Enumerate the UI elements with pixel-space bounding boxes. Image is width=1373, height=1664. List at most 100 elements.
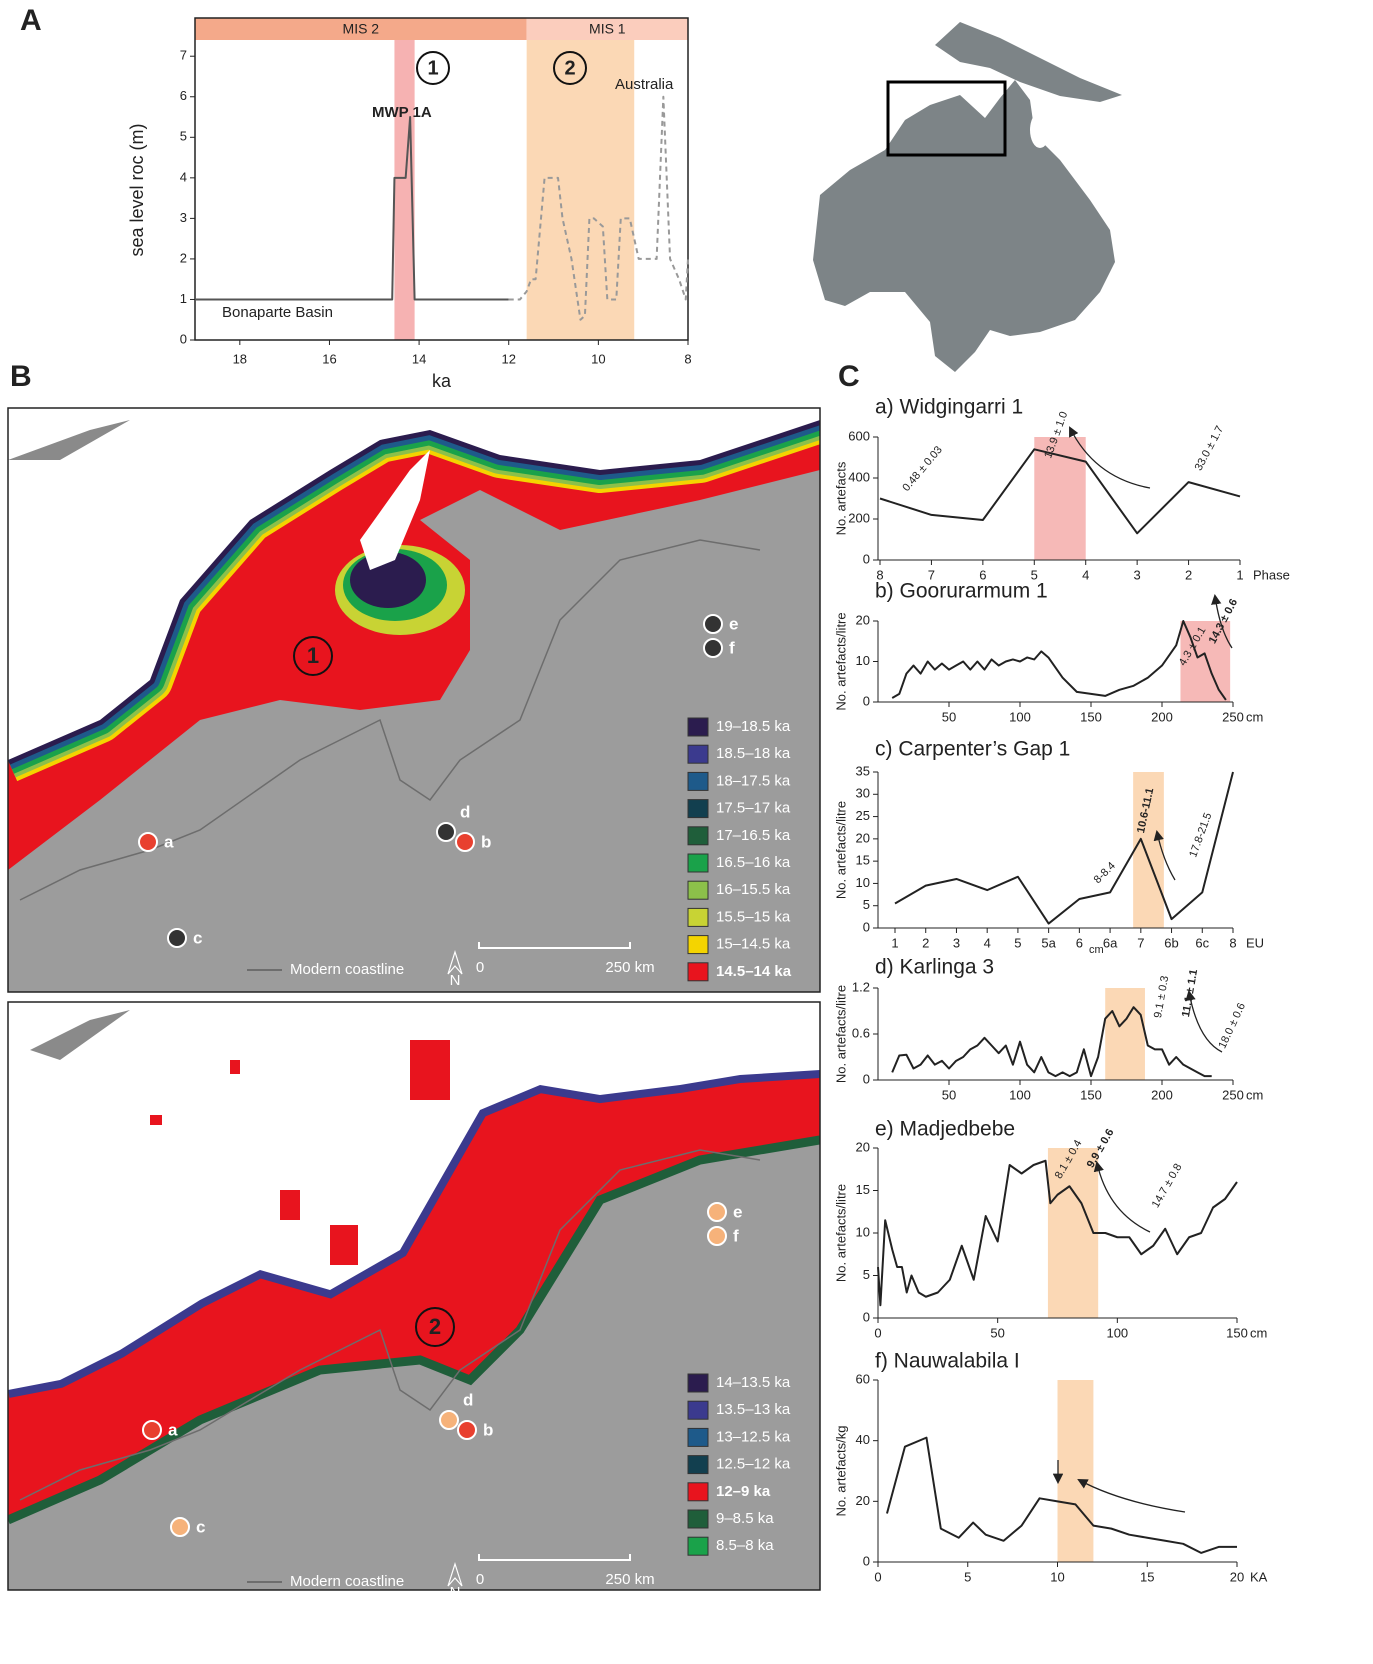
site-marker [707, 1226, 727, 1246]
site-marker [167, 928, 187, 948]
annotation: 0.48 ± 0.03 [900, 444, 945, 494]
site-marker [707, 1202, 727, 1222]
x-tick-label: 200 [1151, 1087, 1173, 1102]
x-tick-label: 50 [942, 709, 956, 724]
coastline-label: Modern coastline [290, 1573, 404, 1590]
y-axis-label: No. artefacts/litre [833, 985, 848, 1083]
scale-label: 250 km [605, 1571, 654, 1588]
scale-bar [478, 942, 631, 949]
y-axis-label: No. artefacts/kg [833, 1425, 848, 1516]
site-marker [455, 832, 475, 852]
x-tick-label: 0 [874, 1325, 881, 1340]
x-tick-label: 8 [1229, 935, 1236, 950]
x-tick-label: 250 [1222, 1087, 1244, 1102]
legend-label: 15.5–15 ka [716, 908, 791, 925]
shaded-span [526, 40, 635, 340]
x-tick-label: 8 [876, 567, 883, 582]
x-tick-label: 2 [1185, 567, 1192, 582]
arrow [1211, 593, 1233, 649]
y-tick-label: 6 [180, 88, 187, 103]
region-marker [415, 1307, 455, 1347]
chart-title: c) Carpenter’s Gap 1 [875, 738, 1070, 761]
legend-swatch [687, 1400, 709, 1420]
legend-label: 9–8.5 ka [716, 1510, 774, 1527]
y-tick-label: 2 [180, 250, 187, 265]
legend-swatch [687, 1373, 709, 1393]
x-tick-label: 150 [1226, 1325, 1248, 1340]
map-frame [7, 407, 821, 993]
y-axis-label: sea level roc (m) [127, 123, 147, 256]
shaded-span [1133, 772, 1164, 928]
legend-label: 17.5–17 ka [716, 800, 791, 817]
x-axis-label: cm [1246, 709, 1263, 724]
north-label: N [450, 1584, 461, 1601]
x-tick-label: 100 [1106, 1325, 1128, 1340]
x-axis-label: cm [1246, 1087, 1263, 1102]
annotation-circle [553, 51, 587, 85]
legend-swatch [687, 1455, 709, 1475]
coastline-label: Modern coastline [290, 961, 404, 978]
x-tick-label: 16 [322, 351, 336, 366]
x-axis-label: ka [432, 371, 452, 391]
y-tick-label: 5 [863, 897, 870, 912]
x-tick-label: 6a [1103, 935, 1118, 950]
y-tick-label: 10 [856, 1224, 870, 1239]
x-tick-label: 12 [501, 351, 515, 366]
x-tick-label: 14 [412, 351, 426, 366]
y-tick-label: 0 [863, 1071, 870, 1086]
legend-swatch [687, 907, 709, 927]
north-arrow [447, 1562, 463, 1587]
site-label: f [729, 638, 735, 657]
period-band [526, 18, 688, 40]
arrow [1093, 1160, 1151, 1233]
x-tick-label: 50 [990, 1325, 1004, 1340]
site-label: e [733, 1202, 742, 1221]
legend-label: 16–15.5 ka [716, 881, 791, 898]
period-label: MIS 2 [343, 21, 380, 37]
y-tick-label: 0 [863, 551, 870, 566]
site-label: d [463, 1390, 473, 1409]
map-upper [8, 408, 820, 992]
y-tick-label: 60 [856, 1371, 870, 1386]
shaded-span [1047, 1148, 1099, 1318]
x-tick-label: 2 [922, 935, 929, 950]
data-line [891, 1006, 1212, 1078]
shaded-span [1034, 437, 1086, 560]
site-label: a [164, 832, 174, 851]
period-band [195, 18, 527, 40]
y-axis-label: No. artefacts/litre [833, 801, 848, 899]
plot-frame [194, 17, 689, 341]
legend-swatch [687, 880, 709, 900]
legend-swatch [687, 853, 709, 873]
scale-label: 250 km [605, 959, 654, 976]
x-tick-label: 5a [1041, 935, 1056, 950]
legend-swatch [687, 935, 709, 955]
y-tick-label: 25 [856, 808, 870, 823]
arrow [1185, 989, 1223, 1053]
legend-label: 13–12.5 ka [716, 1428, 791, 1445]
x-tick-label: 15 [1140, 1569, 1154, 1584]
site-label: c [193, 928, 202, 947]
y-tick-label: 20 [856, 612, 870, 627]
annotation: 14.7 ± 0.8 [1150, 1162, 1185, 1210]
x-tick-label: 4 [1082, 567, 1089, 582]
data-line [891, 620, 1227, 701]
y-tick-label: 40 [856, 1432, 870, 1447]
legend-label: 12–9 ka [716, 1483, 771, 1500]
chart-title: e) Madjedbebe [875, 1118, 1015, 1141]
panel-label: B [10, 360, 32, 393]
x-tick-label: 7 [928, 567, 935, 582]
legend-label: 15–14.5 ka [716, 936, 791, 953]
y-tick-label: 1.2 [852, 979, 870, 994]
series-label: Bonaparte Basin [222, 304, 333, 321]
y-tick-label: 15 [856, 853, 870, 868]
y-tick-label: 20 [856, 830, 870, 845]
site-marker [138, 832, 158, 852]
x-axis-label: Phase [1253, 567, 1290, 582]
x-tick-label: 5 [964, 1569, 971, 1584]
y-tick-label: 3 [180, 210, 187, 225]
north-arrow [447, 950, 463, 975]
y-tick-label: 200 [848, 510, 870, 525]
panel-label: A [20, 4, 42, 37]
x-tick-label: 5 [1031, 567, 1038, 582]
